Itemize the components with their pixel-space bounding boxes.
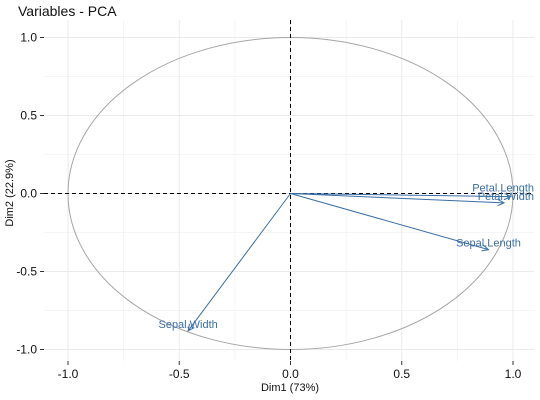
arrow-petal-length [290, 193, 511, 198]
x-tick-label: -0.5 [169, 367, 190, 381]
arrowhead-petal-length [504, 193, 512, 201]
x-axis-label: Dim1 (73%) [261, 382, 319, 394]
y-tick-label: 1.0 [20, 31, 37, 45]
y-axis-label: Dim2 (22.9%) [4, 159, 16, 226]
variable-label: Petal.Length [472, 183, 534, 195]
axes: -1.0 -0.5 0.0 0.5 1.0 -1.0 -0.5 0.0 0.5 1.0 [16, 31, 521, 382]
y-tick-label: -0.5 [16, 265, 37, 279]
y-tick-label: -1.0 [16, 343, 37, 357]
variable-label: Petal.Width [478, 191, 534, 203]
y-tick-label: 0.0 [20, 187, 37, 201]
variable-arrows: Sepal.Length Sepal.Width Petal.LengthPetal… [158, 183, 534, 332]
variable-label: Sepal.Length [456, 238, 521, 250]
grid [44, 20, 534, 361]
y-tick-label: 0.5 [20, 109, 37, 123]
arrowhead-sepal-length [481, 244, 490, 252]
arrow-sepal-length [290, 193, 489, 251]
chart-title: Variables - PCA [18, 3, 117, 19]
x-tick-label: 0.0 [282, 367, 299, 381]
arrow-petal-width [290, 193, 505, 204]
zero-lines [44, 20, 534, 361]
x-tick-label: 1.0 [505, 367, 522, 381]
x-tick-label: -1.0 [58, 367, 79, 381]
arrow-sepal-width [187, 193, 291, 332]
arrowhead-petal-width [497, 199, 506, 207]
arrowhead-sepal-width [187, 323, 195, 332]
variable-label: Sepal.Width [158, 319, 217, 331]
x-tick-label: 0.5 [393, 367, 410, 381]
